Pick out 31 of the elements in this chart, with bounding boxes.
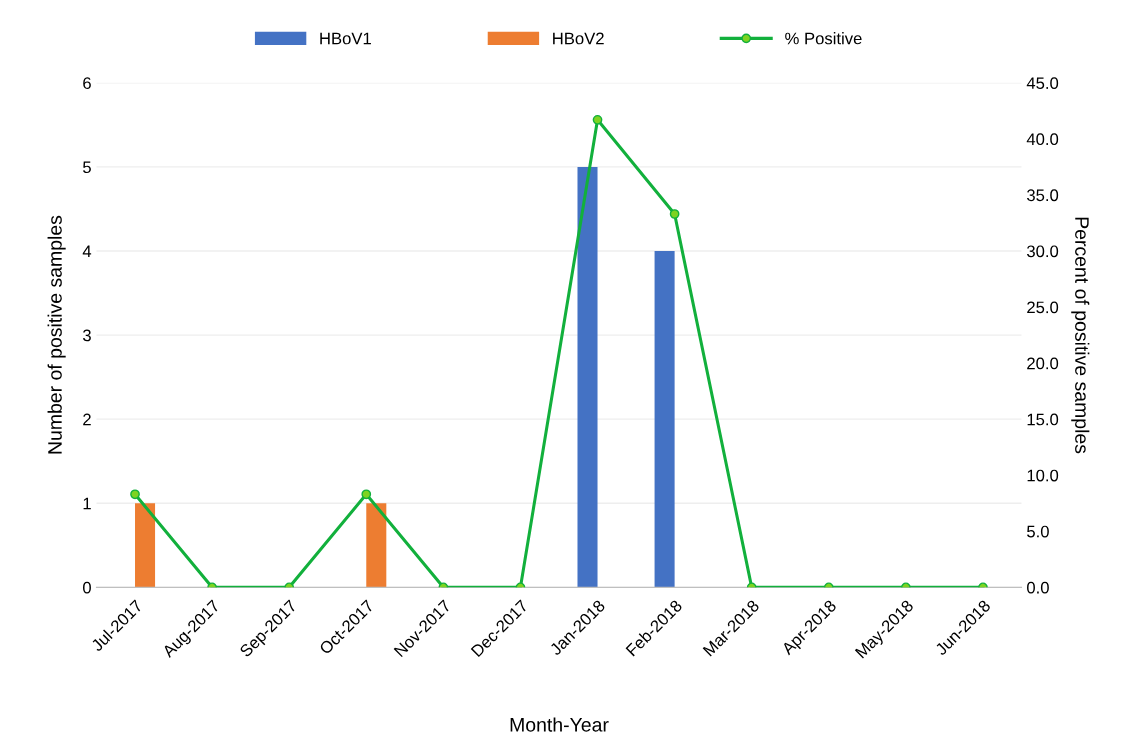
- legend-label: % Positive: [785, 32, 862, 45]
- bar: [654, 251, 675, 588]
- y-tick-label: 1: [83, 497, 91, 510]
- y2-tick-label: 15.0: [1027, 413, 1059, 426]
- bar: [135, 503, 156, 588]
- y2-tick-label: 0.0: [1027, 581, 1049, 594]
- legend-label: HBoV2: [553, 32, 604, 45]
- y2-axis-title: Percent of positive samples: [1071, 217, 1090, 454]
- y-tick-label: 6: [83, 77, 91, 90]
- y2-tick-label: 10.0: [1027, 469, 1059, 482]
- y2-tick-label: 25.0: [1027, 301, 1059, 314]
- y-tick-label: 2: [83, 413, 91, 426]
- y-tick-label: 4: [82, 245, 92, 258]
- x-axis-title: Month-Year: [510, 717, 609, 732]
- bar: [577, 166, 598, 588]
- y2-tick-label: 30.0: [1027, 245, 1059, 258]
- y2-tick-label: 40.0: [1026, 133, 1059, 146]
- y2-tick-label: 35.0: [1027, 189, 1059, 202]
- y2-tick-label: 20.0: [1027, 357, 1059, 370]
- y-axis-title: Number of positive samples: [47, 215, 66, 454]
- bar: [366, 503, 387, 588]
- y2-tick-label: 45.0: [1026, 77, 1059, 90]
- y-tick-label: 5: [83, 161, 91, 174]
- y-tick-label: 3: [82, 329, 91, 342]
- point: [130, 489, 140, 500]
- y2-tick-label: 5.0: [1027, 525, 1049, 538]
- point: [592, 114, 603, 125]
- y-tick-label: 0: [83, 581, 91, 594]
- legend-label: HBoV1: [320, 32, 371, 45]
- point: [361, 489, 372, 500]
- point: [669, 209, 680, 219]
